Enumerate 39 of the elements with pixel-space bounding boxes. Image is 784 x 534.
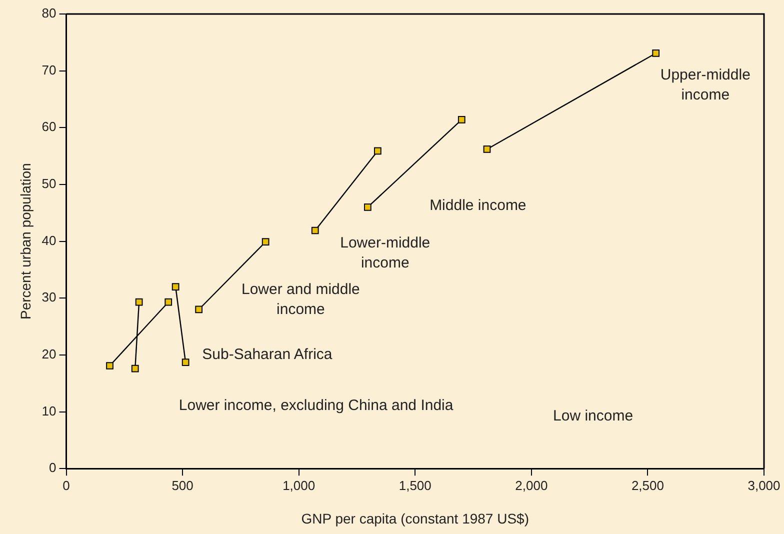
annotation: Lower-middle income — [340, 234, 430, 272]
point — [164, 298, 172, 306]
point — [311, 226, 319, 234]
point — [458, 116, 466, 124]
x-tick-label: 1,500 — [398, 478, 432, 493]
y-tick-label: 80 — [42, 6, 56, 21]
point — [483, 146, 491, 153]
point — [364, 204, 372, 211]
annotation: Low income — [553, 407, 634, 424]
point — [262, 238, 270, 246]
point — [182, 358, 190, 366]
x-tick-label: 3,000 — [748, 478, 780, 493]
x-axis-title: GNP per capita (constant 1987 US$) — [301, 510, 530, 526]
annotation: Lower and middle income — [241, 281, 360, 318]
point — [652, 50, 660, 57]
x-tick-label: 500 — [172, 478, 194, 493]
annotation: Sub-Saharan Africa — [202, 346, 333, 364]
y-axis-title: Percent urban population — [17, 163, 34, 320]
annotation: Lower income, excluding China and India — [178, 397, 454, 414]
y-tick-label: 40 — [42, 232, 56, 248]
point — [172, 283, 180, 290]
point — [131, 364, 139, 372]
x-tick-label: 2,500 — [631, 478, 664, 493]
point — [195, 306, 203, 314]
point — [106, 362, 114, 370]
annotation: Upper-middle income — [660, 66, 750, 104]
x-tick-label: 1,000 — [282, 478, 316, 493]
y-tick-label: 20 — [42, 346, 56, 362]
y-tick-label: 60 — [42, 119, 56, 134]
x-tick-label: 2,000 — [515, 478, 548, 493]
y-tick-label: 10 — [42, 403, 56, 418]
y-tick-label: 70 — [42, 62, 56, 78]
y-tick-label: 0 — [49, 460, 56, 476]
point — [135, 298, 143, 306]
y-tick-label: 50 — [42, 176, 56, 192]
annotation: Middle income — [430, 197, 526, 214]
x-tick-label: 0 — [62, 478, 70, 493]
point — [374, 147, 382, 155]
y-tick-label: 30 — [42, 290, 56, 305]
